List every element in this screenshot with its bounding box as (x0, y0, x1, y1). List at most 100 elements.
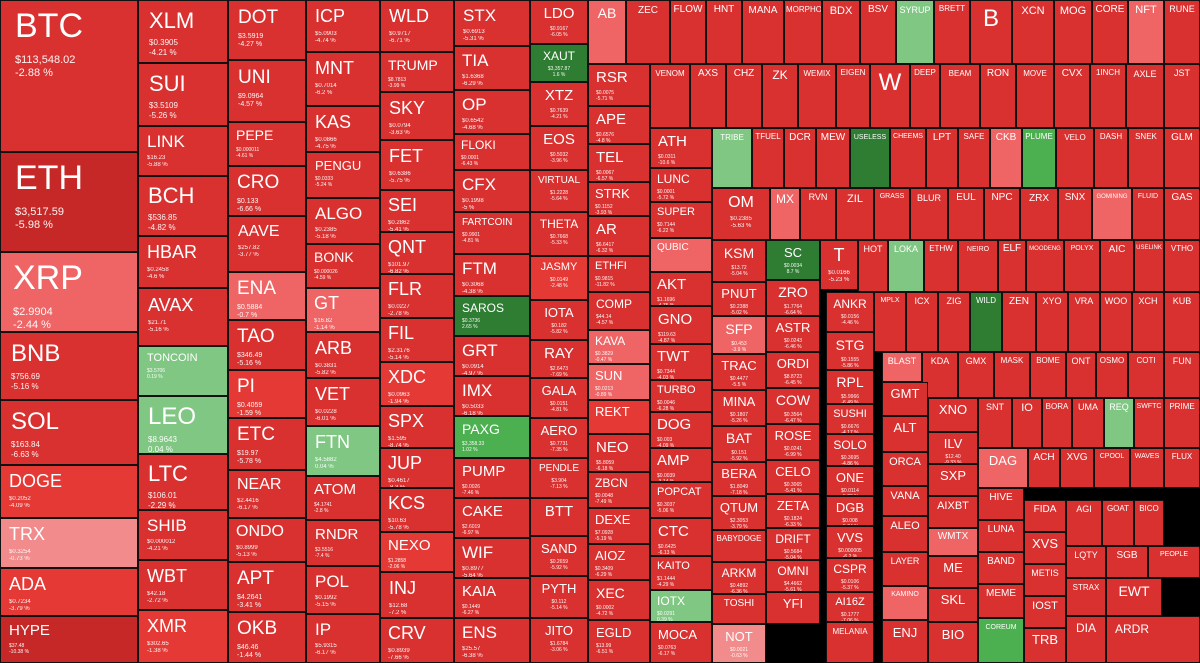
tile-icp[interactable]: ICP $5.0903 -4.74 % (306, 0, 380, 52)
tile-mana[interactable]: MANA (742, 0, 784, 64)
tile-flr[interactable]: FLR $0.0227 -2.78 % (380, 274, 454, 318)
tile-lunc[interactable]: LUNC $0.0001 -5.72 % (650, 168, 712, 202)
tile-aave[interactable]: AAVE $257.82 -3.77 % (228, 216, 306, 272)
tile-eigen[interactable]: EIGEN (836, 64, 870, 128)
tile-one[interactable]: ONE $0.0114-5.23 % (826, 466, 874, 496)
tile-xrp[interactable]: XRP $2.9904 -2.44 % (0, 252, 138, 332)
tile-spx[interactable]: SPX $1.595 -8.74 % (380, 406, 454, 448)
tile-sushi[interactable]: SUSHI $0.6676 -4.17 % (826, 404, 874, 434)
tile-aleo[interactable]: ALEO (882, 516, 928, 552)
tile-pengu[interactable]: PENGU $0.0333 -5.24 % (306, 152, 380, 198)
tile-dcr[interactable]: DCR (784, 128, 816, 188)
tile-ens[interactable]: ENS $25.57 -6.38 % (454, 618, 530, 663)
tile-sfp[interactable]: SFP $0.453 -3.9 % (712, 316, 766, 354)
tile-iost[interactable]: IOST (1024, 596, 1066, 628)
tile-gas[interactable]: GAS (1164, 188, 1200, 240)
tile-zil[interactable]: ZIL (836, 188, 874, 240)
tile-goat[interactable]: GOAT (1102, 500, 1134, 546)
tile-useless[interactable]: USELESS (850, 128, 890, 188)
tile-gno[interactable]: GNO $119.63 -4.87 % (650, 306, 712, 344)
tile-bat[interactable]: BAT $0.151 -5.92 % (712, 426, 766, 462)
tile-meme[interactable]: MEME (978, 584, 1024, 618)
tile-uni[interactable]: UNI $9.0964 -4.57 % (228, 60, 306, 122)
tile-eos[interactable]: EOS $0.5032 -3.96 % (530, 126, 588, 170)
tile-1inch[interactable]: 1INCH (1090, 64, 1126, 128)
tile-ldo[interactable]: LDO $0.9167 -6.05 % (530, 0, 588, 44)
tile-moodeng[interactable]: MOODENG (1026, 240, 1064, 292)
tile-fun[interactable]: FUN (1164, 352, 1200, 398)
tile-hnt[interactable]: HNT (706, 0, 742, 64)
tile-gt[interactable]: GT $16.82 -1.14 % (306, 288, 380, 332)
tile-cake[interactable]: CAKE $2.6019 -6.97 % (454, 498, 530, 538)
tile-bdx[interactable]: BDX (822, 0, 860, 64)
tile-prime[interactable]: PRIME (1164, 398, 1200, 448)
tile-luna[interactable]: LUNA (978, 520, 1024, 552)
tile-wif[interactable]: WIF $0.8977 -5.64 % (454, 538, 530, 578)
tile-cspr[interactable]: CSPR $0.0106 -5.37 % (826, 558, 874, 592)
tile-vana[interactable]: VANA (882, 486, 928, 516)
tile-layer[interactable]: LAYER (882, 552, 928, 586)
tile-sgb[interactable]: SGB (1106, 546, 1148, 578)
tile-drift[interactable]: DRIFT $0.5684 -5.04 % (766, 528, 820, 560)
tile-shib[interactable]: SHIB $0.000012 -4.21 % (138, 510, 228, 560)
tile-twt[interactable]: TWT $0.7344 -4.03 % (650, 344, 712, 380)
tile-ada[interactable]: ADA $0.7234 -3.79 % (0, 568, 138, 616)
tile-trx[interactable]: TRX $0.3254 -0.73 % (0, 518, 138, 568)
tile-qnt[interactable]: QNT $101.97 -6.82 % (380, 232, 454, 274)
tile-venom[interactable]: VENOM (650, 64, 690, 128)
tile-xvs[interactable]: XVS (1024, 532, 1066, 564)
tile-etc[interactable]: ETC $19.97 -5.78 % (228, 418, 306, 470)
tile-kaia[interactable]: KAIA $0.1449 -6.27 % (454, 578, 530, 618)
tile-wbt[interactable]: WBT $42.18 -2.72 % (138, 560, 228, 610)
tile-dia[interactable]: DIA (1066, 616, 1106, 663)
tile-atom[interactable]: ATOM $4.1741 -2.8 % (306, 476, 380, 520)
tile-io[interactable]: IO (1012, 398, 1042, 448)
tile-bome[interactable]: BOME (1030, 352, 1066, 398)
tile-dash[interactable]: DASH (1094, 128, 1128, 188)
tile-hot[interactable]: HOT (858, 240, 888, 292)
tile-fluid[interactable]: FLUID (1132, 188, 1164, 240)
tile-zbcn[interactable]: ZBCN $0.0048 -7.49 % (588, 472, 650, 508)
tile-jasmy[interactable]: JASMY $0.0149 -2.48 % (530, 256, 588, 300)
tile-wild[interactable]: WILD (970, 292, 1002, 352)
tile-pyth[interactable]: PYTH $0.112 -5.14 % (530, 576, 588, 618)
tile-xec[interactable]: XEC $0.0002 -4.72 % (588, 580, 650, 620)
tile-solo[interactable]: SOLO $0.3695 -4.86 % (826, 434, 874, 466)
tile-bera[interactable]: BERA $1.8049 -7.18 % (712, 462, 766, 496)
tile-aixbt[interactable]: AIXBT (928, 496, 978, 528)
tile-rune[interactable]: RUNE (1164, 0, 1200, 64)
tile-not[interactable]: NOT $0.0021 -0.63 % (712, 624, 766, 663)
tile-polyx[interactable]: POLYX (1064, 240, 1100, 292)
tile-axle[interactable]: AXLE (1126, 64, 1164, 128)
tile-btt[interactable]: BTT (530, 498, 588, 536)
tile-ftn[interactable]: FTN $4.5882 0.04 % (306, 426, 380, 476)
tile-mog[interactable]: MOG (1054, 0, 1092, 64)
tile-band[interactable]: BAND (978, 552, 1024, 584)
tile-rose[interactable]: ROSE $0.0241 -6.99 % (766, 424, 820, 460)
tile-crv[interactable]: CRV $0.8939 -7.66 % (380, 618, 454, 663)
tile-move[interactable]: MOVE (1016, 64, 1054, 128)
tile-stx[interactable]: STX $0.6913 -5.31 % (454, 0, 530, 46)
tile-grass[interactable]: GRASS (874, 188, 910, 240)
tile-hive[interactable]: HIVE (978, 488, 1024, 520)
tile-dag[interactable]: DAG (978, 448, 1028, 488)
tile-ath[interactable]: ATH $0.0311 -10.6 % (650, 128, 712, 168)
tile-blur[interactable]: BLUR (910, 188, 948, 240)
tile-avax[interactable]: AVAX $21.71 -5.16 % (138, 288, 228, 346)
tile-xvg[interactable]: XVG (1060, 448, 1094, 488)
tile-arb[interactable]: ARB $0.3831 -5.82 % (306, 332, 380, 378)
tile-grt[interactable]: GRT $0.0914 -4.97 % (454, 336, 530, 376)
tile-super[interactable]: SUPER $0.7144 -6.22 % (650, 202, 712, 238)
tile-mnt[interactable]: MNT $0.7014 -6.2 % (306, 52, 380, 106)
tile-icx[interactable]: ICX (906, 292, 938, 352)
tile-jst[interactable]: JST (1164, 64, 1200, 128)
tile-ksm[interactable]: KSM $13.72 -5.04 % (712, 240, 766, 282)
tile-nft[interactable]: NFT (1128, 0, 1164, 64)
tile-snt[interactable]: SNT (978, 398, 1012, 448)
tile-cow[interactable]: COW $0.3564 -6.47 % (766, 388, 820, 424)
tile-elf[interactable]: ELF (998, 240, 1026, 292)
tile-xmr[interactable]: XMR $302.65 -1.38 % (138, 610, 228, 663)
tile-celo[interactable]: CELO $0.3065 -5.41 % (766, 460, 820, 494)
tile-me[interactable]: ME (928, 556, 978, 588)
tile-zig[interactable]: ZIG (938, 292, 970, 352)
